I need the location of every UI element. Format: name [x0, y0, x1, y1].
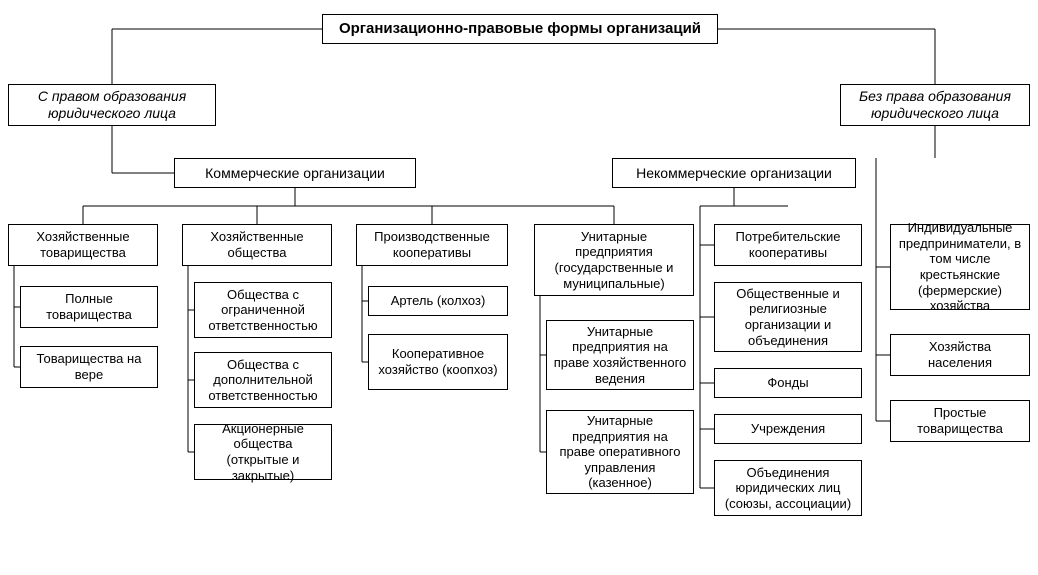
node-col1_b: Товарищества на вере — [20, 346, 158, 388]
node-col3_b: Кооперативное хозяйство (коопхоз) — [368, 334, 508, 390]
node-col4_b: Унитарные предприятия на праве оперативн… — [546, 410, 694, 494]
node-col5_d: Учреждения — [714, 414, 862, 444]
node-branchL-label: С правом образования юридического лица — [15, 88, 209, 122]
node-col5_d-label: Учреждения — [751, 421, 825, 437]
node-col6_a-label: Индивидуальные предприниматели, в том чи… — [897, 220, 1023, 314]
node-col5_c: Фонды — [714, 368, 862, 398]
node-col5_e-label: Объединения юридических лиц (союзы, ассо… — [721, 465, 855, 512]
node-col3_b-label: Кооперативное хозяйство (коопхоз) — [375, 346, 501, 377]
node-col3_a: Артель (колхоз) — [368, 286, 508, 316]
node-col4_a-label: Унитарные предприятия на праве хозяйстве… — [553, 324, 687, 386]
node-col6_b: Хозяйства населения — [890, 334, 1030, 376]
node-branchR-label: Без права образования юридического лица — [847, 88, 1023, 122]
node-col3_head-label: Производственные кооперативы — [363, 229, 501, 260]
node-col2_b-label: Общества с дополнительной ответственност… — [201, 357, 325, 404]
node-col5_a: Потребительские кооперативы — [714, 224, 862, 266]
node-col5_e: Объединения юридических лиц (союзы, ассо… — [714, 460, 862, 516]
node-noncommercial-label: Некоммерческие организации — [636, 165, 832, 182]
node-branchL: С правом образования юридического лица — [8, 84, 216, 126]
node-col6_b-label: Хозяйства населения — [897, 339, 1023, 370]
node-col5_a-label: Потребительские кооперативы — [721, 229, 855, 260]
node-col4_head-label: Унитарные предприятия (государственные и… — [541, 229, 687, 291]
node-col1_b-label: Товарищества на вере — [27, 351, 151, 382]
node-branchR: Без права образования юридического лица — [840, 84, 1030, 126]
node-col4_a: Унитарные предприятия на праве хозяйстве… — [546, 320, 694, 390]
node-title-label: Организационно-правовые формы организаци… — [339, 20, 701, 38]
node-col4_head: Унитарные предприятия (государственные и… — [534, 224, 694, 296]
node-col2_b: Общества с дополнительной ответственност… — [194, 352, 332, 408]
diagram-canvas: Организационно-правовые формы организаци… — [0, 0, 1038, 575]
node-title: Организационно-правовые формы организаци… — [322, 14, 718, 44]
node-col2_head: Хозяйственные общества — [182, 224, 332, 266]
node-col6_c: Простые товарищества — [890, 400, 1030, 442]
node-col2_head-label: Хозяйственные общества — [189, 229, 325, 260]
node-commercial: Коммерческие организации — [174, 158, 416, 188]
node-col5_c-label: Фонды — [767, 375, 808, 391]
node-col5_b-label: Общественные и религиозные организации и… — [721, 286, 855, 348]
node-col3_a-label: Артель (колхоз) — [391, 293, 486, 309]
node-col2_c: Акционерные общества (открытые и закрыты… — [194, 424, 332, 480]
node-col2_a-label: Общества с ограниченной ответственностью — [201, 287, 325, 334]
node-col1_a: Полные товарищества — [20, 286, 158, 328]
node-commercial-label: Коммерческие организации — [205, 165, 385, 182]
node-col1_a-label: Полные товарищества — [27, 291, 151, 322]
node-col4_b-label: Унитарные предприятия на праве оперативн… — [553, 413, 687, 491]
node-col6_c-label: Простые товарищества — [897, 405, 1023, 436]
node-col1_head: Хозяйственные товарищества — [8, 224, 158, 266]
node-col1_head-label: Хозяйственные товарищества — [15, 229, 151, 260]
node-col2_a: Общества с ограниченной ответственностью — [194, 282, 332, 338]
node-col2_c-label: Акционерные общества (открытые и закрыты… — [201, 421, 325, 483]
node-noncommercial: Некоммерческие организации — [612, 158, 856, 188]
node-col6_a: Индивидуальные предприниматели, в том чи… — [890, 224, 1030, 310]
node-col5_b: Общественные и религиозные организации и… — [714, 282, 862, 352]
node-col3_head: Производственные кооперативы — [356, 224, 508, 266]
